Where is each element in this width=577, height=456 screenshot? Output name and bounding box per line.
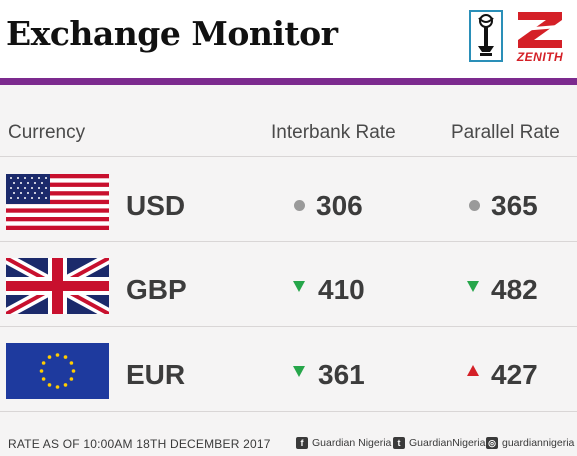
unchanged-dot-icon <box>469 200 480 211</box>
facebook-icon: f <box>296 437 308 449</box>
twitter-handle[interactable]: t GuardianNigeria <box>393 435 485 451</box>
divider <box>0 326 577 327</box>
interbank-rate-value: 410 <box>318 274 365 305</box>
trend-up-icon <box>467 365 479 376</box>
twitter-icon: t <box>393 437 405 449</box>
column-header-interbank: Interbank Rate <box>271 122 396 143</box>
table-row-eur: EUR 361 427 <box>0 327 577 411</box>
instagram-icon: ◎ <box>486 437 498 449</box>
column-header-parallel: Parallel Rate <box>451 122 560 143</box>
trend-down-icon <box>293 366 305 377</box>
instagram-label: guardiannigeria <box>502 437 575 449</box>
currency-code: GBP <box>126 274 187 305</box>
table-row-gbp: GBP 410 482 <box>0 242 577 326</box>
eu-flag-icon <box>6 343 109 399</box>
interbank-rate-value: 306 <box>316 190 363 221</box>
rate-timestamp: RATE AS OF 10:00AM 18TH DECEMBER 2017 <box>8 437 271 451</box>
currency-code: USD <box>126 190 186 221</box>
facebook-label: Guardian Nigeria <box>312 437 392 449</box>
guardian-logo-icon <box>469 10 503 62</box>
unchanged-dot-icon <box>294 200 305 211</box>
divider <box>0 241 577 242</box>
uk-flag-icon <box>3 253 112 319</box>
parallel-rate-value: 482 <box>491 274 538 305</box>
parallel-rate-value: 365 <box>491 190 538 221</box>
table-row-usd: USD 306 365 <box>0 157 577 241</box>
parallel-rate-value: 427 <box>491 359 538 390</box>
divider <box>0 411 577 412</box>
trend-down-icon <box>467 281 479 292</box>
zenith-logo-icon: ZENITH <box>510 8 570 64</box>
currency-code: EUR <box>126 359 186 390</box>
facebook-handle[interactable]: f Guardian Nigeria <box>296 435 391 451</box>
column-header-currency: Currency <box>8 122 86 143</box>
header: Exchange Monitor ZENITH <box>0 0 577 78</box>
zenith-wordmark: ZENITH <box>516 50 564 64</box>
trend-down-icon <box>293 281 305 292</box>
twitter-label: GuardianNigeria <box>409 437 486 449</box>
header-divider <box>0 78 577 85</box>
instagram-handle[interactable]: ◎ guardiannigeria <box>486 435 574 451</box>
page-title: Exchange Monitor <box>6 14 338 53</box>
us-flag-icon <box>6 174 109 230</box>
interbank-rate-value: 361 <box>318 359 365 390</box>
divider <box>0 156 577 157</box>
